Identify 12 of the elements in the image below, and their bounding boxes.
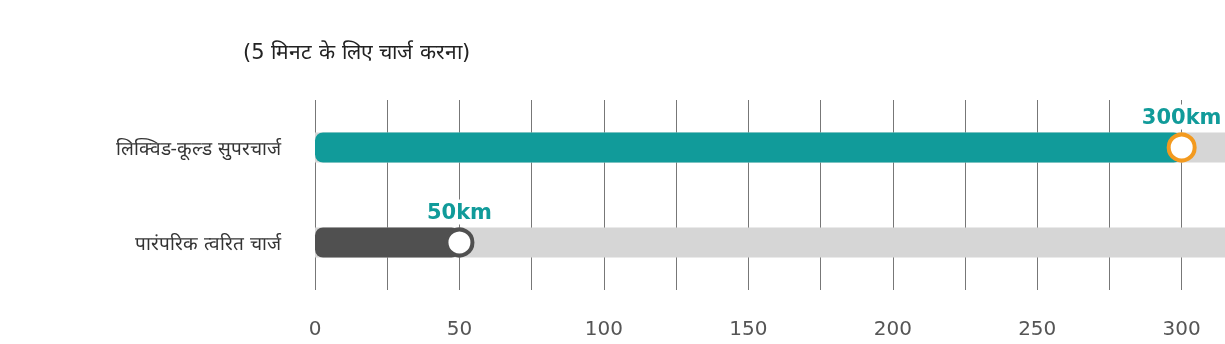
x-tick-label: 250 <box>1018 316 1057 340</box>
x-tick-label: 50 <box>446 316 473 340</box>
x-tick-label: 200 <box>873 316 912 340</box>
x-tick-label: 0 <box>308 316 322 340</box>
x-tick-label: 300 <box>1162 316 1201 340</box>
x-tick-label: 100 <box>584 316 623 340</box>
x-tick-label: 150 <box>729 316 768 340</box>
data-label: 50km <box>426 200 492 224</box>
y-tick-label: पारंपरिक त्वरित चार्ज <box>134 231 282 254</box>
y-tick-label: लिक्विड-कूल्ड सुपरचार्ज <box>115 136 282 161</box>
chart-title: (5 मिनट के लिए चार्ज करना) <box>243 39 471 64</box>
data-label: 300km <box>1141 105 1222 129</box>
